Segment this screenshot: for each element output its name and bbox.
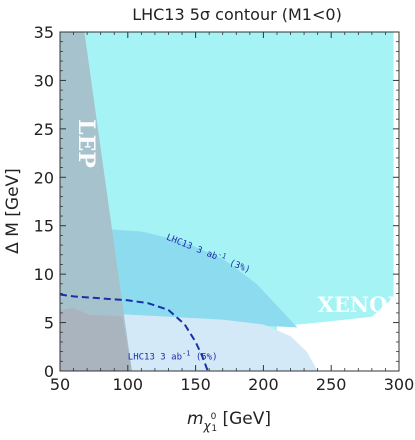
- chart-title: LHC13 5σ contour (M1<0): [132, 5, 342, 24]
- curves-layer: [60, 293, 209, 371]
- x-axis-title-sub-subscript: 1: [211, 424, 217, 434]
- curve-lhc13-3-ab-1-5-boundary: [60, 293, 209, 371]
- x-axis-title-symbol: m: [187, 409, 204, 429]
- y-tick-label: 15: [34, 217, 54, 236]
- y-tick-label: 0: [44, 362, 54, 381]
- y-axis: 0 5 10 15 20 25 30 35: [34, 23, 399, 381]
- x-tick-label: 250: [316, 375, 347, 394]
- annotation-xenon1t: XENON1T: [318, 292, 415, 317]
- y-tick-label: 20: [34, 168, 54, 187]
- x-axis-title-subscript: χ: [203, 419, 212, 433]
- y-tick-label: 5: [44, 314, 54, 333]
- y-tick-label: 30: [34, 71, 54, 90]
- x-tick-label: 200: [248, 375, 279, 394]
- plot-frame: [59, 31, 400, 372]
- annotation-lep: LEP: [73, 119, 99, 168]
- x-axis-title: mχ0 1 [GeV]: [187, 409, 271, 434]
- x-tick-label: 50: [50, 375, 70, 394]
- y-axis-title: Δ M [GeV]: [3, 168, 23, 254]
- regions-layer: [60, 32, 394, 371]
- x-tick-label: 300: [384, 375, 415, 394]
- x-tick-label: 100: [113, 375, 144, 394]
- x-axis-title-sub-superscript: 0: [211, 412, 217, 422]
- region-lep: [60, 32, 132, 371]
- x-axis: 50 100 150 200 250 300: [50, 32, 414, 394]
- y-tick-label: 35: [34, 23, 54, 42]
- y-tick-label: 25: [34, 120, 54, 139]
- annotation-lhc13-3-ab-5: LHC13 3 ab-1 (5%): [128, 349, 218, 362]
- x-axis-title-unit: [GeV]: [217, 409, 271, 429]
- x-tick-label: 150: [180, 375, 211, 394]
- y-tick-label: 10: [34, 265, 54, 284]
- region-lep-lower: [60, 308, 132, 371]
